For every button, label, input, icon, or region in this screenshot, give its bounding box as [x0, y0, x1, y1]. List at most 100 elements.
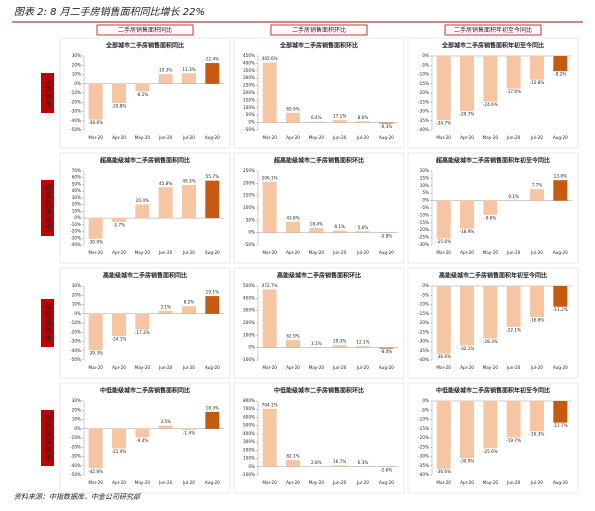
y-tick-label: -10% — [70, 222, 81, 227]
y-tick-label: -20% — [70, 444, 81, 449]
y-tick-label: -15% — [418, 426, 429, 431]
y-tick-label: 15% — [420, 175, 429, 180]
y-tick-label: -40% — [70, 348, 81, 353]
y-tick-label: -10% — [418, 417, 429, 422]
y-tick-label: 0% — [422, 198, 429, 203]
x-tick-label: Apr-20 — [460, 365, 474, 370]
bar — [483, 286, 498, 339]
value-label: 3.1% — [311, 341, 322, 346]
x-tick-label: Mar-20 — [262, 135, 277, 140]
chart-title: 超高能级城市二手房销售面积年初至今同比 — [435, 157, 550, 165]
y-tick-label: 500% — [243, 423, 255, 428]
chart-panel: 高能级城市二手房销售面积同比 -50% -40% -30% -20% -10% 0% 10% 2… — [59, 267, 231, 379]
value-label: -17.2% — [135, 330, 150, 335]
chart-title: 全部城市二手房销售面积年初至今同比 — [441, 42, 544, 50]
value-label: -25.6% — [436, 239, 451, 244]
x-tick-label: Mar-20 — [262, 365, 277, 370]
y-tick-label: -40% — [70, 242, 81, 247]
y-tick-label: -20% — [70, 229, 81, 234]
value-label: 7.7% — [532, 183, 543, 188]
bar — [436, 401, 451, 469]
value-label: -1.4% — [183, 431, 195, 436]
value-label: -19.7% — [506, 438, 521, 443]
chart-title: 高能级城市二手房销售面积同比 — [103, 272, 187, 280]
x-tick-label: Aug-20 — [553, 480, 568, 485]
x-tick-label: Jul-20 — [530, 480, 543, 485]
x-tick-label: Jul-20 — [530, 250, 543, 255]
x-tick-label: Mar-20 — [436, 250, 451, 255]
value-label: 65.9% — [286, 106, 299, 111]
value-label: -8.2% — [136, 92, 148, 97]
value-label: -42.8% — [88, 469, 103, 474]
value-label: 0.1% — [508, 194, 519, 199]
x-tick-label: Apr-20 — [286, 480, 300, 485]
y-tick-label: 200% — [243, 90, 255, 95]
x-tick-label: Jun-20 — [332, 480, 347, 485]
value-label: 405.6% — [262, 56, 278, 61]
x-tick-label: Jun-20 — [158, 480, 173, 485]
x-tick-label: Mar-20 — [88, 480, 103, 485]
bar — [182, 184, 196, 219]
y-tick-label: 200% — [243, 447, 255, 452]
value-label: 16.7% — [333, 459, 346, 464]
value-label: 13.8% — [554, 174, 567, 179]
x-tick-label: Mar-20 — [88, 250, 103, 255]
value-label: 20.3% — [333, 339, 346, 344]
y-tick-label: -30% — [418, 454, 429, 459]
bar — [88, 218, 103, 239]
x-tick-label: Jul-20 — [182, 365, 195, 370]
x-tick-label: May-20 — [309, 250, 325, 255]
value-label: 3.1% — [160, 304, 171, 309]
y-tick-label: -30% — [70, 454, 81, 459]
panel-frame — [59, 382, 231, 494]
y-tick-label: 10% — [72, 208, 81, 213]
y-tick-label: 100% — [243, 332, 255, 337]
x-tick-label: Apr-20 — [460, 480, 474, 485]
x-tick-label: Apr-20 — [286, 135, 300, 140]
bar — [205, 296, 220, 314]
bar — [158, 425, 173, 429]
bar — [356, 466, 370, 467]
value-label: -36.6% — [436, 469, 451, 474]
value-label: -38.8% — [88, 120, 103, 125]
y-tick-label: 0% — [422, 53, 429, 58]
x-tick-label: Jul-20 — [356, 250, 369, 255]
value-label: -24.1% — [112, 337, 127, 342]
bar — [379, 122, 394, 124]
bar — [286, 112, 300, 123]
column-header-box — [96, 24, 194, 36]
value-label: 10.3% — [159, 68, 172, 73]
bar — [506, 56, 521, 89]
y-tick-label: 60% — [72, 175, 81, 180]
column-header: 二手房销售面积年初至今同比 — [454, 26, 532, 34]
value-label: 206.1% — [262, 175, 278, 180]
y-tick-label: -10% — [418, 212, 429, 217]
y-tick-label: -5% — [421, 62, 429, 67]
x-tick-label: May-20 — [483, 135, 499, 140]
bar — [530, 189, 544, 201]
value-label: -8.2% — [554, 72, 566, 77]
row-label-box — [41, 299, 54, 347]
x-tick-label: Jun-20 — [158, 365, 173, 370]
y-tick-label: -20% — [418, 320, 429, 325]
y-tick-label: 0% — [422, 283, 429, 288]
y-tick-label: 100% — [243, 205, 255, 210]
bar — [332, 345, 347, 348]
value-label: 3.5% — [160, 419, 171, 424]
y-tick-label: 30% — [72, 195, 81, 200]
value-label: 8.6% — [358, 115, 369, 120]
panel-frame — [59, 37, 231, 149]
y-tick-label: -25% — [418, 99, 429, 104]
y-tick-label: -30% — [70, 109, 81, 114]
chart-panel: 超高能级城市二手房销售面积环比 -50% 0% 50% 100% 150% 200% 250%… — [233, 152, 405, 264]
x-tick-label: May-20 — [309, 480, 325, 485]
chart-panel: 中低能级城市二手房销售面积年初至今同比 -40% -35% -30% -25% -20% -… — [407, 382, 579, 494]
bar — [483, 401, 498, 449]
y-tick-label: -50% — [70, 472, 81, 477]
y-tick-label: 300% — [243, 439, 255, 444]
bar — [309, 228, 324, 233]
y-tick-label: -40% — [418, 357, 429, 362]
y-tick-label: -10% — [70, 90, 81, 95]
x-tick-label: Jul-20 — [356, 365, 369, 370]
x-tick-label: Apr-20 — [112, 365, 126, 370]
